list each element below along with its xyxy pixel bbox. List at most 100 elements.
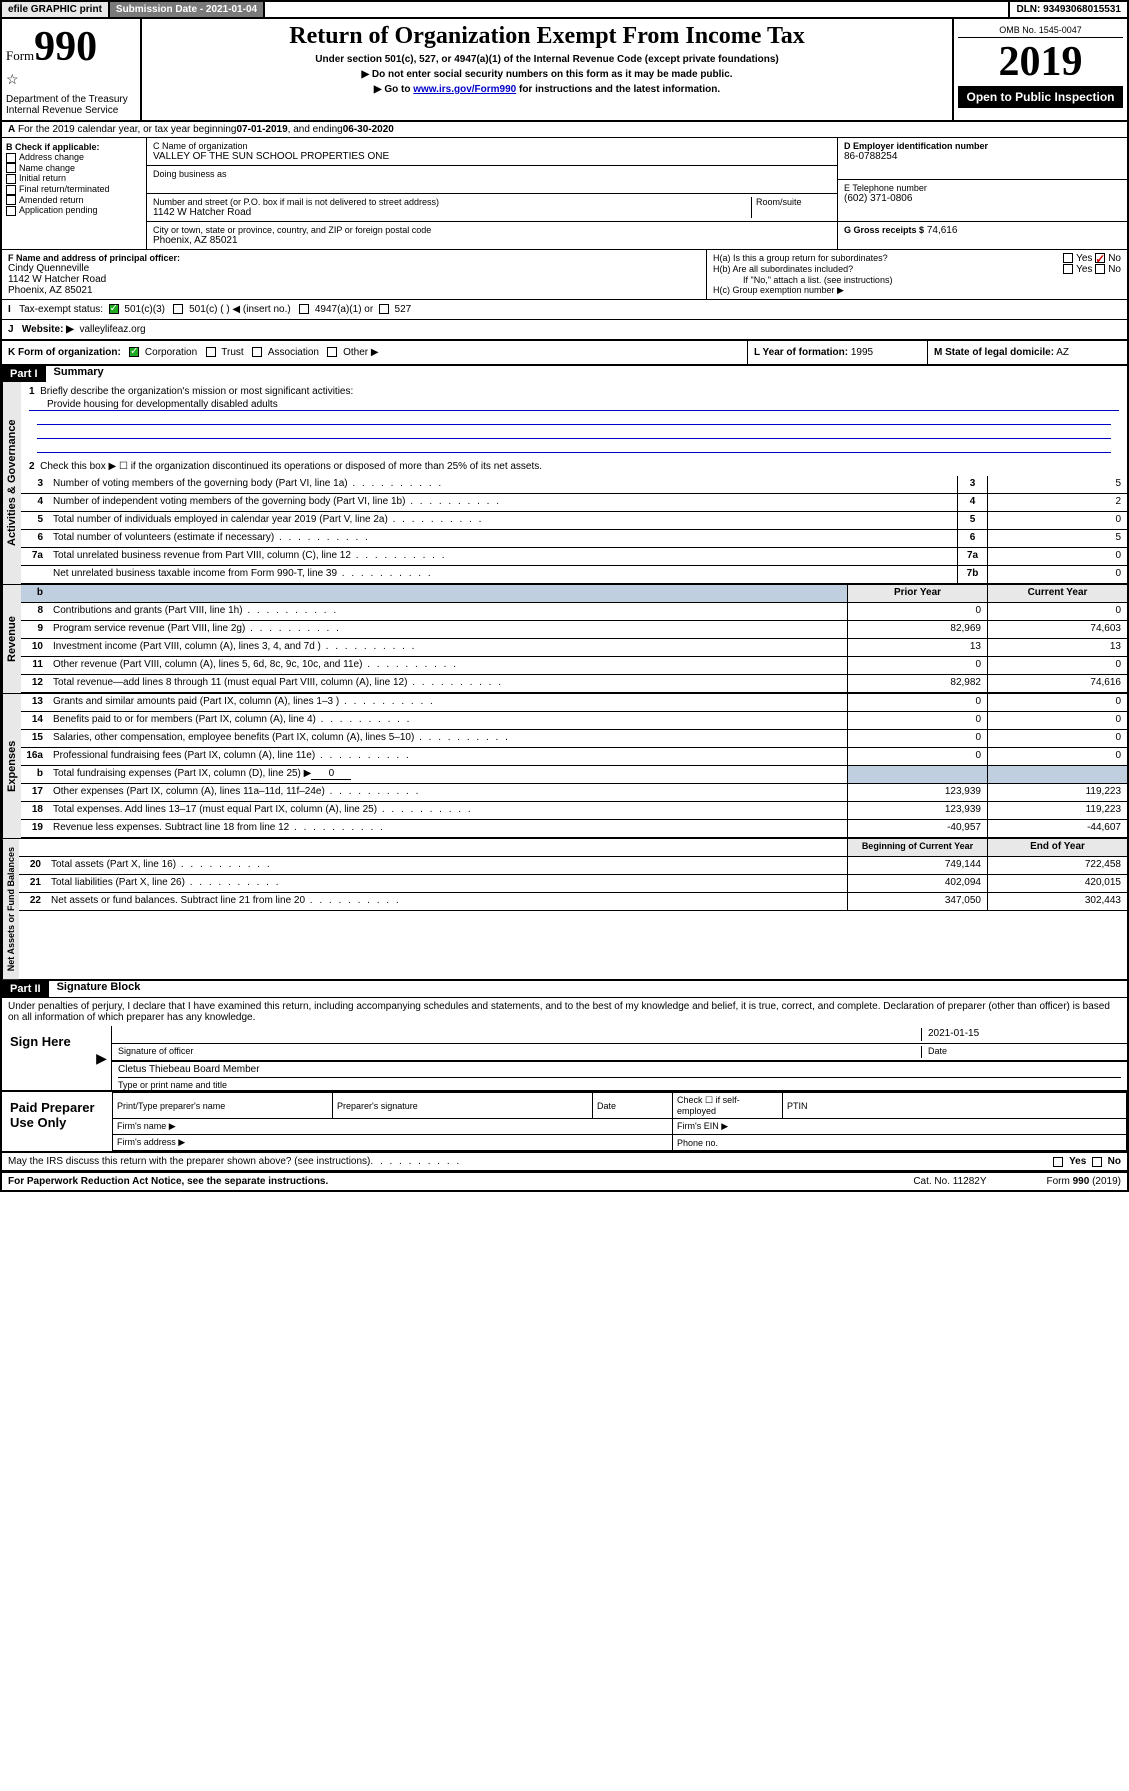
chk-pending[interactable] [6,206,16,216]
discuss-yes-lbl: Yes [1069,1156,1086,1167]
chk-initial[interactable] [6,174,16,184]
hc-label: H(c) Group exemption number ▶ [713,285,1121,296]
mission-line-3 [37,425,1111,439]
hdr-current: Current Year [987,585,1127,602]
ln-16b: b [21,766,49,783]
chk-4947[interactable] [299,304,309,314]
form-number: 990 [34,24,97,70]
footer: For Paperwork Reduction Act Notice, see … [0,1172,1129,1192]
dba-label: Doing business as [153,169,831,179]
hb-note: If "No," attach a list. (see instruction… [713,275,1121,285]
chk-trust[interactable] [206,347,216,357]
chk-assoc[interactable] [252,347,262,357]
paid-preparer-block: Paid Preparer Use Only Print/Type prepar… [0,1092,1129,1153]
chk-amended[interactable] [6,195,16,205]
phone: (602) 371-0806 [844,193,1121,204]
ha-no-lbl: No [1108,253,1121,264]
irs-link[interactable]: www.irs.gov/Form990 [413,84,516,95]
expenses-section: Expenses 13Grants and similar amounts pa… [0,694,1129,839]
fh-block: F Name and address of principal officer:… [0,249,1129,299]
f-label: F Name and address of principal officer: [8,253,700,263]
prep-self-hdr: Check ☐ if self-employed [673,1093,783,1119]
vtab-rev: Revenue [2,585,21,693]
year-formation: 1995 [851,347,873,358]
b-title: B Check if applicable: [6,142,142,152]
line-a: A For the 2019 calendar year, or tax yea… [0,120,1129,138]
chk-name[interactable] [6,163,16,173]
line-17: 17Other expenses (Part IX, column (A), l… [21,784,1127,802]
chk-527[interactable] [379,304,389,314]
line-5: 5Total number of individuals employed in… [21,512,1127,530]
part2-title: Signature Block [57,981,141,997]
ha-yes-lbl: Yes [1076,253,1092,264]
sign-date: 2021-01-15 [921,1028,1121,1041]
street-label: Number and street (or P.O. box if mail i… [153,197,751,207]
topbar-spacer [265,2,1010,17]
dept-label: Department of the Treasury Internal Reve… [6,94,136,116]
line-22: 22Net assets or fund balances. Subtract … [19,893,1127,911]
lbl-final: Final return/terminated [19,184,110,194]
sign-here-block: Sign Here ▶ 2021-01-15 Signature of offi… [0,1026,1129,1092]
prep-ptin-hdr: PTIN [783,1093,1127,1119]
open-public-badge: Open to Public Inspection [958,86,1123,108]
g-label: G Gross receipts $ [844,225,924,235]
sig-officer-lbl: Signature of officer [118,1046,921,1058]
part1-title: Summary [54,366,104,382]
form-prefix: Form [6,48,34,63]
q1: Briefly describe the organization's miss… [40,386,353,397]
sub3-post: for instructions and the latest informat… [516,84,720,95]
line-6: 6Total number of volunteers (estimate if… [21,530,1127,548]
k-label: K Form of organization: [8,347,121,358]
officer-addr2: Phoenix, AZ 85021 [8,285,700,296]
arrow-icon: ▶ [96,1050,107,1067]
q2: Check this box ▶ ☐ if the organization d… [40,461,542,472]
discuss-yes[interactable] [1053,1157,1063,1167]
lbl-name: Name change [19,163,75,173]
chk-corp[interactable] [129,347,139,357]
officer-addr1: 1142 W Hatcher Road [8,274,700,285]
ha-no[interactable] [1095,253,1105,263]
chk-501c3[interactable] [109,304,119,314]
firm-name: Firm's name ▶ [113,1119,673,1135]
lbl-amended: Amended return [19,195,84,205]
chk-501c[interactable] [173,304,183,314]
subtitle-2: ▶ Do not enter social security numbers o… [146,69,948,80]
name-title-lbl: Type or print name and title [112,1080,1127,1090]
chk-final[interactable] [6,185,16,195]
lbl-501c: 501(c) ( ) ◀ (insert no.) [189,304,291,315]
chk-address[interactable] [6,153,16,163]
a-pre: For the 2019 calendar year, or tax year … [18,124,236,135]
line-11: 11Other revenue (Part VIII, column (A), … [21,657,1127,675]
lbl-assoc: Association [268,347,319,358]
form-title: Return of Organization Exempt From Incom… [146,23,948,50]
line-13: 13Grants and similar amounts paid (Part … [21,694,1127,712]
chk-other[interactable] [327,347,337,357]
line-20: 20Total assets (Part X, line 16)749,1447… [19,857,1127,875]
officer-printed: Cletus Thiebeau Board Member [118,1064,1121,1078]
line-16a: 16aProfessional fundraising fees (Part I… [21,748,1127,766]
c-label: C Name of organization [153,141,831,151]
efile-label[interactable]: efile GRAPHIC print [2,2,110,17]
part2-badge: Part II [2,981,49,997]
hb-no-lbl: No [1108,264,1121,275]
prep-date-hdr: Date [593,1093,673,1119]
lbl-corp: Corporation [145,347,197,358]
discuss-no-lbl: No [1108,1156,1121,1167]
discuss-no[interactable] [1092,1157,1102,1167]
prep-name-hdr: Print/Type preparer's name [113,1093,333,1119]
sign-here: Sign Here [2,1026,92,1090]
line-18: 18Total expenses. Add lines 13–17 (must … [21,802,1127,820]
e-label: E Telephone number [844,183,1121,193]
lbl-other: Other ▶ [343,347,378,358]
ha-yes[interactable] [1063,253,1073,263]
perjury: Under penalties of perjury, I declare th… [0,997,1129,1026]
hdr-prior: Prior Year [847,585,987,602]
val-16b: 0 [311,768,351,780]
firm-ein: Firm's EIN ▶ [673,1119,1127,1135]
lbl-4947: 4947(a)(1) or [315,304,373,315]
d-label: D Employer identification number [844,141,1121,151]
a-begin: 07-01-2019 [237,124,288,135]
room-label: Room/suite [756,197,831,207]
part2-header-row: Part II Signature Block [0,981,1129,997]
hb-yes[interactable] [1063,264,1073,274]
